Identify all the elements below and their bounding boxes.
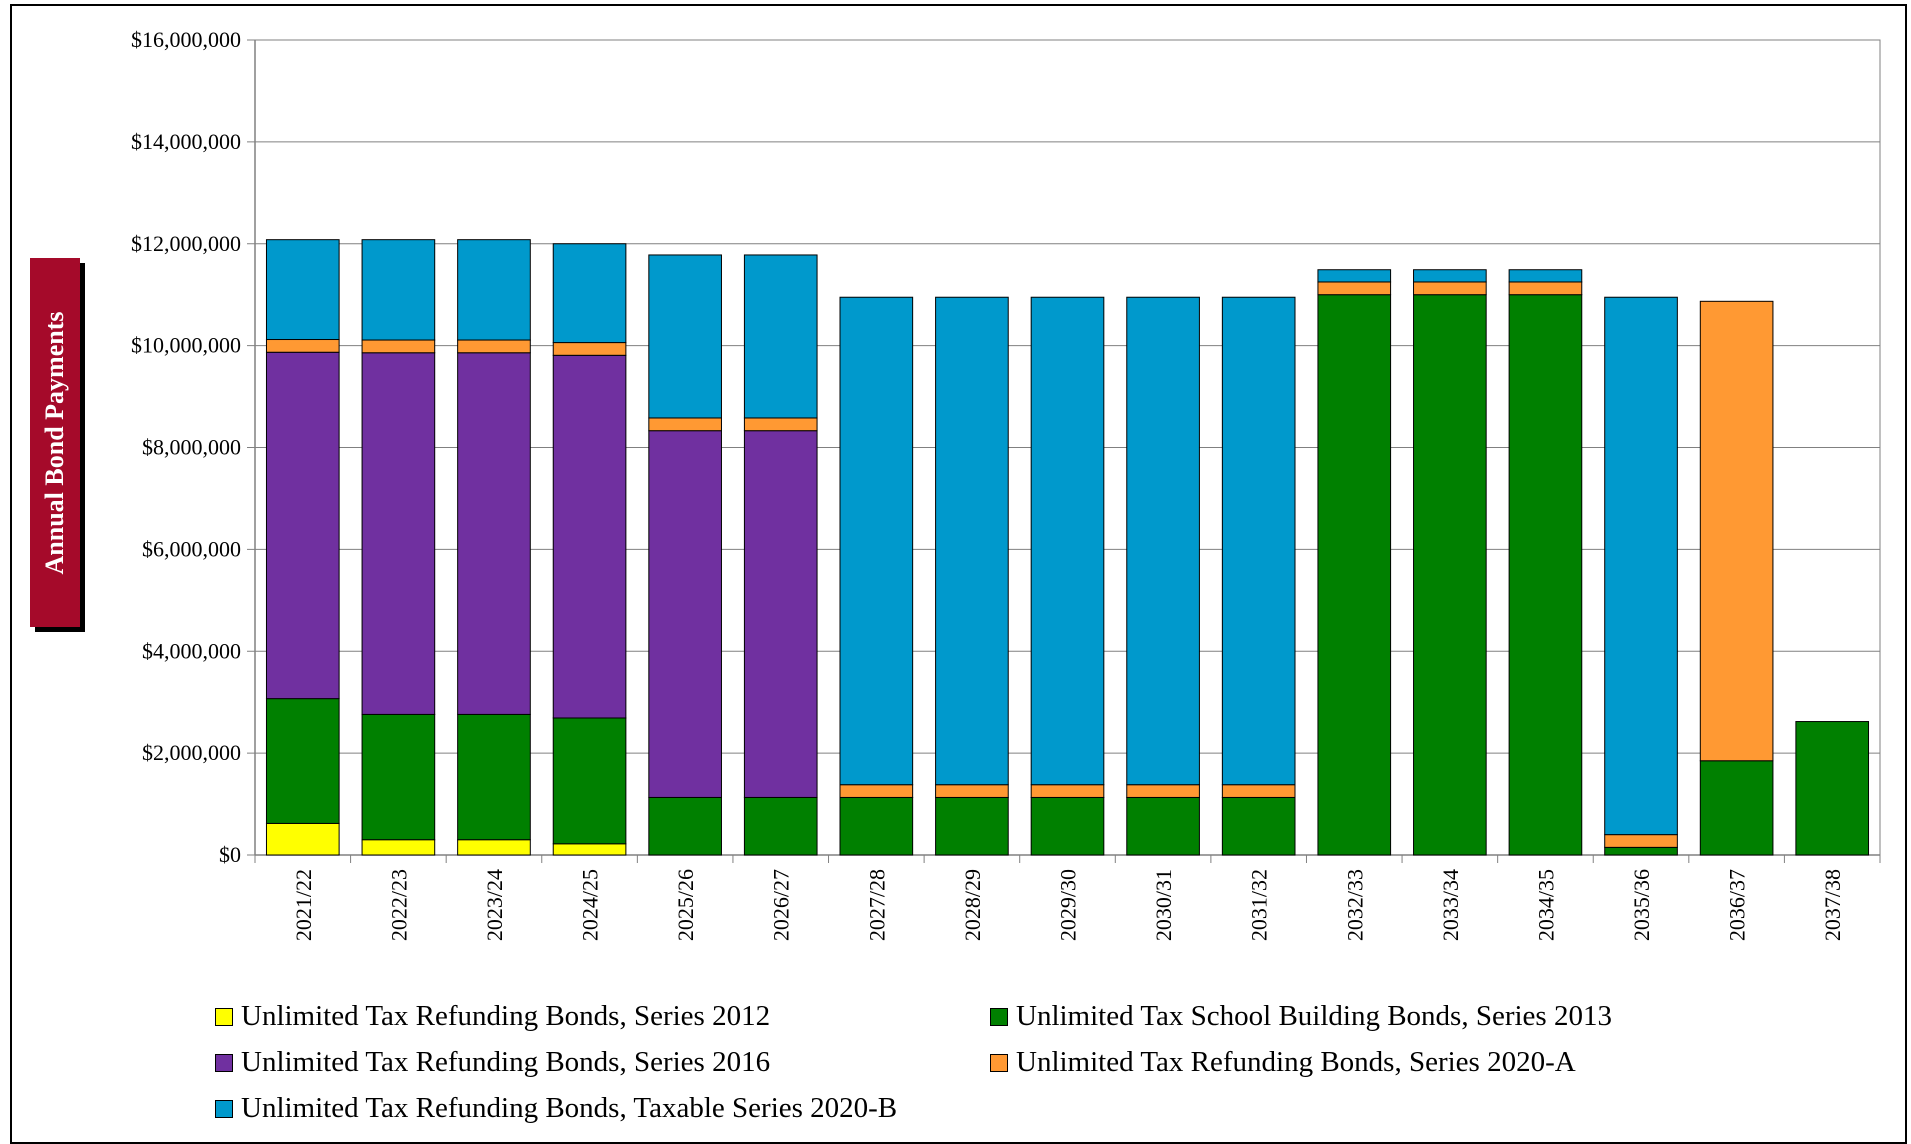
bar-segment [265, 351, 340, 700]
bar-segment [457, 839, 531, 856]
bar-segment [1126, 296, 1200, 786]
bar-segment [552, 717, 627, 845]
y-tick-label: $14,000,000 [131, 129, 241, 154]
x-tick-label: 2022/23 [386, 869, 411, 941]
x-tick-label: 2035/36 [1629, 869, 1654, 941]
bar-segment [935, 796, 1009, 856]
x-tick-label: 2036/37 [1725, 869, 1750, 941]
bar-segment [457, 713, 531, 841]
y-tick-label: $10,000,000 [131, 333, 241, 358]
y-tick-label: $16,000,000 [131, 27, 241, 52]
bar-segment [1508, 294, 1583, 856]
bar-segment [1030, 784, 1105, 798]
bar-segment [1030, 796, 1105, 856]
x-tick-label: 2025/26 [673, 869, 698, 941]
bar-segment [1795, 721, 1870, 856]
bar-segment [552, 243, 627, 344]
bar-segment [1699, 760, 1774, 856]
bar-segment [1604, 846, 1678, 856]
bar-segment [743, 254, 818, 419]
bar-segment [1604, 296, 1678, 836]
bar-segment [839, 784, 914, 798]
bar-segment [743, 430, 818, 798]
y-tick-label: $4,000,000 [142, 638, 241, 663]
bar-segment [552, 354, 627, 719]
bar-segment [1317, 269, 1392, 283]
x-tick-label: 2024/25 [578, 869, 603, 941]
x-tick-label: 2026/27 [769, 869, 794, 941]
bar-segment [839, 296, 914, 786]
x-tick-label: 2021/22 [291, 869, 316, 941]
bar-segment [1604, 834, 1678, 848]
x-tick-label: 2033/34 [1438, 869, 1463, 941]
bar-segment [361, 239, 436, 341]
bar-segment [1413, 281, 1487, 296]
x-tick-label: 2028/29 [960, 869, 985, 941]
bar-segment [935, 784, 1009, 798]
bar-segment [743, 796, 818, 856]
bar-segment [361, 339, 436, 354]
y-axis-label-box [30, 258, 80, 627]
bar-segment [743, 417, 818, 432]
bar-segment [1699, 300, 1774, 762]
y-axis-label: Annual Bond Payments [40, 311, 69, 575]
bar-segment [1221, 784, 1296, 798]
bar-segment [457, 339, 531, 354]
bar-segment [1413, 294, 1487, 856]
bar-segment [361, 352, 436, 715]
bar-segment [1030, 296, 1105, 786]
bar-segment [1317, 294, 1392, 856]
y-tick-label: $0 [219, 842, 241, 867]
x-tick-label: 2032/33 [1342, 869, 1367, 941]
x-tick-label: 2030/31 [1151, 869, 1176, 941]
bar-segment [457, 239, 531, 341]
bar-segment [457, 352, 531, 715]
bar-segment [1126, 796, 1200, 856]
bar-segment [1508, 269, 1583, 283]
bar-segment [265, 239, 340, 341]
bar-segment [1221, 296, 1296, 786]
x-tick-label: 2031/32 [1247, 869, 1272, 941]
bar-segment [552, 342, 627, 356]
bar-segment [1508, 281, 1583, 296]
bar-segment [648, 430, 722, 798]
bar-segment [265, 822, 340, 856]
bar-segment [1126, 784, 1200, 798]
y-tick-label: $6,000,000 [142, 536, 241, 561]
bar-segment [935, 296, 1009, 786]
bar-segment [839, 796, 914, 856]
bar-segment [648, 796, 722, 856]
x-tick-label: 2037/38 [1820, 869, 1845, 941]
bar-segment [1317, 281, 1392, 296]
x-tick-label: 2027/28 [864, 869, 889, 941]
bar-segment [648, 254, 722, 419]
bar-segment [265, 698, 340, 824]
bar-segment [361, 839, 436, 856]
bar-segment [1413, 269, 1487, 283]
y-tick-label: $12,000,000 [131, 231, 241, 256]
x-tick-label: 2029/30 [1056, 869, 1081, 941]
bar-segment [265, 339, 340, 353]
x-tick-label: 2034/35 [1533, 869, 1558, 941]
bar-segment [361, 713, 436, 841]
y-tick-label: $8,000,000 [142, 435, 241, 460]
bar-segment [552, 843, 627, 856]
bar-segment [648, 417, 722, 432]
y-tick-label: $2,000,000 [142, 740, 241, 765]
bar-segment [1221, 796, 1296, 856]
x-tick-label: 2023/24 [482, 869, 507, 941]
